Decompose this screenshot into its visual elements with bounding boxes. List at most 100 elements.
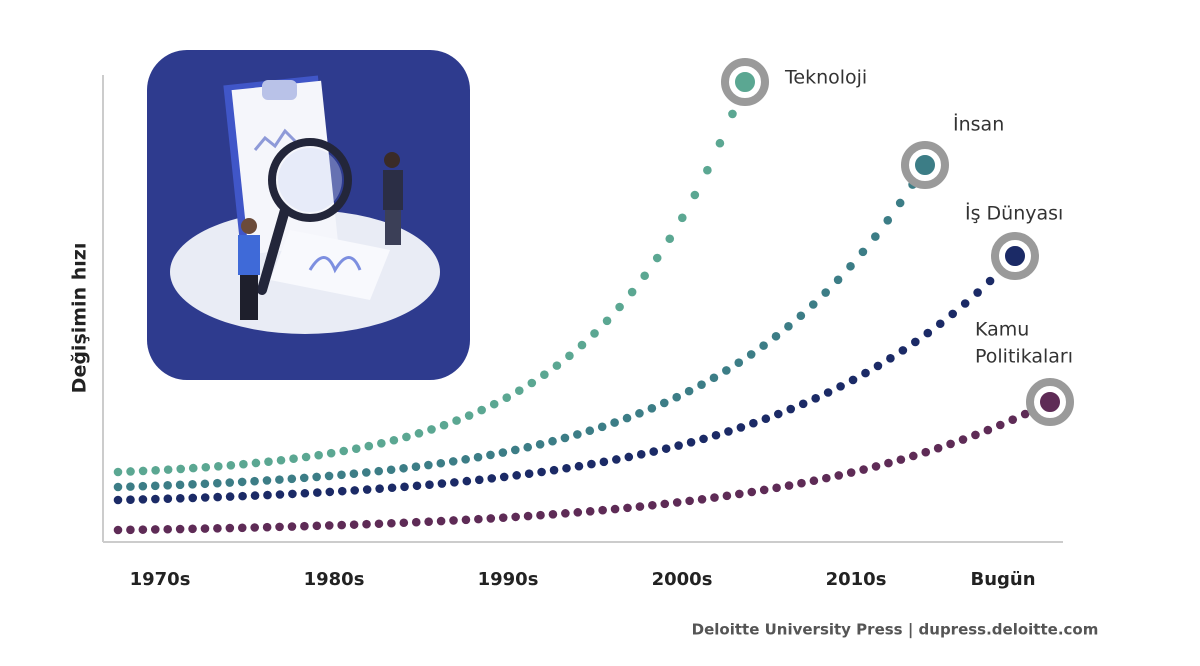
curve-label: İnsan xyxy=(953,113,1004,136)
curve-dot xyxy=(188,480,197,489)
y-axis-label: Değişimin hızı xyxy=(69,243,91,394)
curve-dot xyxy=(412,481,422,491)
curve-dot xyxy=(113,482,123,492)
curve-dot xyxy=(535,440,545,449)
curve-dot xyxy=(859,465,868,474)
curve-dot xyxy=(387,518,396,528)
x-label: 1980s xyxy=(304,569,365,590)
curve-dot xyxy=(536,510,545,520)
curve-dot xyxy=(402,432,411,442)
curve-dot xyxy=(425,480,434,489)
curve-dot xyxy=(312,472,321,482)
curve-dot xyxy=(138,481,148,491)
curve-dot xyxy=(188,524,197,534)
curve-dot xyxy=(349,520,359,529)
curve-dot xyxy=(138,525,148,534)
curve-dot xyxy=(264,457,273,466)
curve-dot xyxy=(590,329,599,338)
curve-dot xyxy=(287,522,297,531)
curve-dot xyxy=(337,470,346,480)
curve-dot xyxy=(150,525,160,534)
curve-label: Teknoloji xyxy=(784,67,867,89)
curve-dot xyxy=(448,457,458,466)
curve-dot xyxy=(573,430,582,439)
curve-dot xyxy=(736,423,746,432)
x-label: Bugün xyxy=(970,569,1035,590)
curve-dot xyxy=(797,478,806,488)
curve-dot xyxy=(113,467,123,477)
curve-dot xyxy=(364,441,374,451)
curve-dot xyxy=(652,253,662,263)
curve-dot xyxy=(414,429,424,438)
curve-dot xyxy=(377,438,386,448)
curve-dot xyxy=(362,519,371,529)
curve-dot xyxy=(549,465,559,475)
curve-dot xyxy=(374,519,384,529)
curve-dot xyxy=(722,491,732,501)
curve-dot xyxy=(836,382,845,391)
curve-dot xyxy=(734,358,744,367)
curve-dot xyxy=(498,513,508,522)
curve-dot xyxy=(610,504,620,514)
curve-dot xyxy=(437,479,447,488)
curve-dot xyxy=(649,447,659,456)
curve-dot xyxy=(647,404,657,413)
curve-dot xyxy=(747,487,757,497)
curve-dot xyxy=(226,460,236,470)
curve-dot xyxy=(896,455,906,464)
curve-dot xyxy=(808,300,818,309)
x-label: 1970s xyxy=(130,569,191,590)
curve-dot xyxy=(610,418,619,427)
curve-dot xyxy=(188,463,198,473)
curve-dot xyxy=(138,466,148,476)
curve-dot xyxy=(761,414,771,424)
curve-dot xyxy=(911,337,920,347)
x-label: 2000s xyxy=(652,569,713,590)
curve-dot xyxy=(314,450,323,460)
curve-dot xyxy=(163,524,173,534)
curve-dot xyxy=(351,444,361,453)
curve-dot xyxy=(126,525,135,535)
curve-dot xyxy=(665,234,675,244)
curve-dot xyxy=(771,331,781,341)
curve-dot xyxy=(113,495,123,505)
curve-dot xyxy=(262,476,272,485)
curve-dot xyxy=(339,446,349,456)
curve-dot xyxy=(624,452,634,462)
curve-dot xyxy=(301,452,311,462)
curve-dot xyxy=(313,488,322,497)
curve-dot xyxy=(175,494,185,503)
curve-dot xyxy=(350,486,360,495)
curve-dot xyxy=(599,457,609,467)
curve-label: Politikaları xyxy=(975,346,1073,368)
curve-dot xyxy=(622,413,632,423)
curve-dot xyxy=(349,469,359,478)
curve-dot xyxy=(685,496,694,506)
curve-dot xyxy=(150,481,160,491)
curve-dot xyxy=(386,465,396,475)
curve-dot xyxy=(834,471,844,480)
curve-dot xyxy=(239,459,248,469)
curve-dot xyxy=(449,516,458,525)
curve-dot xyxy=(424,460,433,470)
curve-dot xyxy=(985,276,995,286)
curve-dot xyxy=(973,288,982,297)
curve-dot xyxy=(527,378,537,388)
curve-dot xyxy=(552,361,562,370)
curve-dot xyxy=(362,485,372,494)
curve-dot xyxy=(163,494,173,503)
curve-dot xyxy=(703,165,712,175)
curve-dot xyxy=(113,525,123,535)
curve-dot xyxy=(728,109,737,119)
curve-dot xyxy=(722,366,731,375)
curve-dot xyxy=(540,370,549,379)
curve-dot xyxy=(861,368,870,378)
curve-dot xyxy=(337,520,346,530)
curve-dot xyxy=(237,477,247,487)
curve-dot xyxy=(126,482,135,491)
curve-dot xyxy=(524,469,534,479)
curve-dot xyxy=(288,489,297,499)
curve-dot xyxy=(411,462,421,471)
curve-dot xyxy=(786,404,796,414)
curve-dot xyxy=(983,425,993,435)
